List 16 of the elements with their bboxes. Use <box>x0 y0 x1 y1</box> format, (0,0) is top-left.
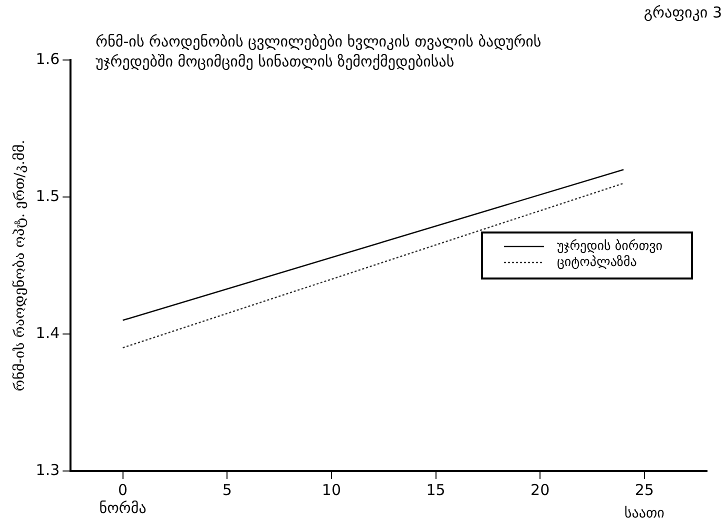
x-axis-title: საათი <box>624 506 664 522</box>
y-tick-label: 1.3 <box>36 460 60 479</box>
text: გრაფიკი 3 <box>644 3 722 22</box>
y-axis-title: რნმ-ის რაოდენობა ოპტ. ერთ/კ.მმ. <box>12 140 28 392</box>
x-tick-label: 25 <box>634 480 654 499</box>
x-tick-label: 15 <box>426 480 446 499</box>
y-tick-label: 1.4 <box>36 324 60 342</box>
legend-label: ციტოპლაზმა <box>557 254 637 270</box>
x-tick-label: 0 ნორმა <box>99 480 146 517</box>
y-tick-label: 1.6 <box>36 50 60 68</box>
chart-title: რნმ-ის რაოდენობის ცვლილებები ხვლიკის თვალის ბადურის უჯრედებში მოციმციმე სინათლის ზემოქმედებისას <box>96 32 542 70</box>
x-tick-label: 10 <box>322 480 341 499</box>
x-tick-label: 5 <box>222 480 232 499</box>
legend-label: უჯრედის ბირთვი <box>557 238 663 254</box>
y-tick-label: 1.5 <box>36 186 60 205</box>
x-tick-label: 20 <box>530 480 550 499</box>
